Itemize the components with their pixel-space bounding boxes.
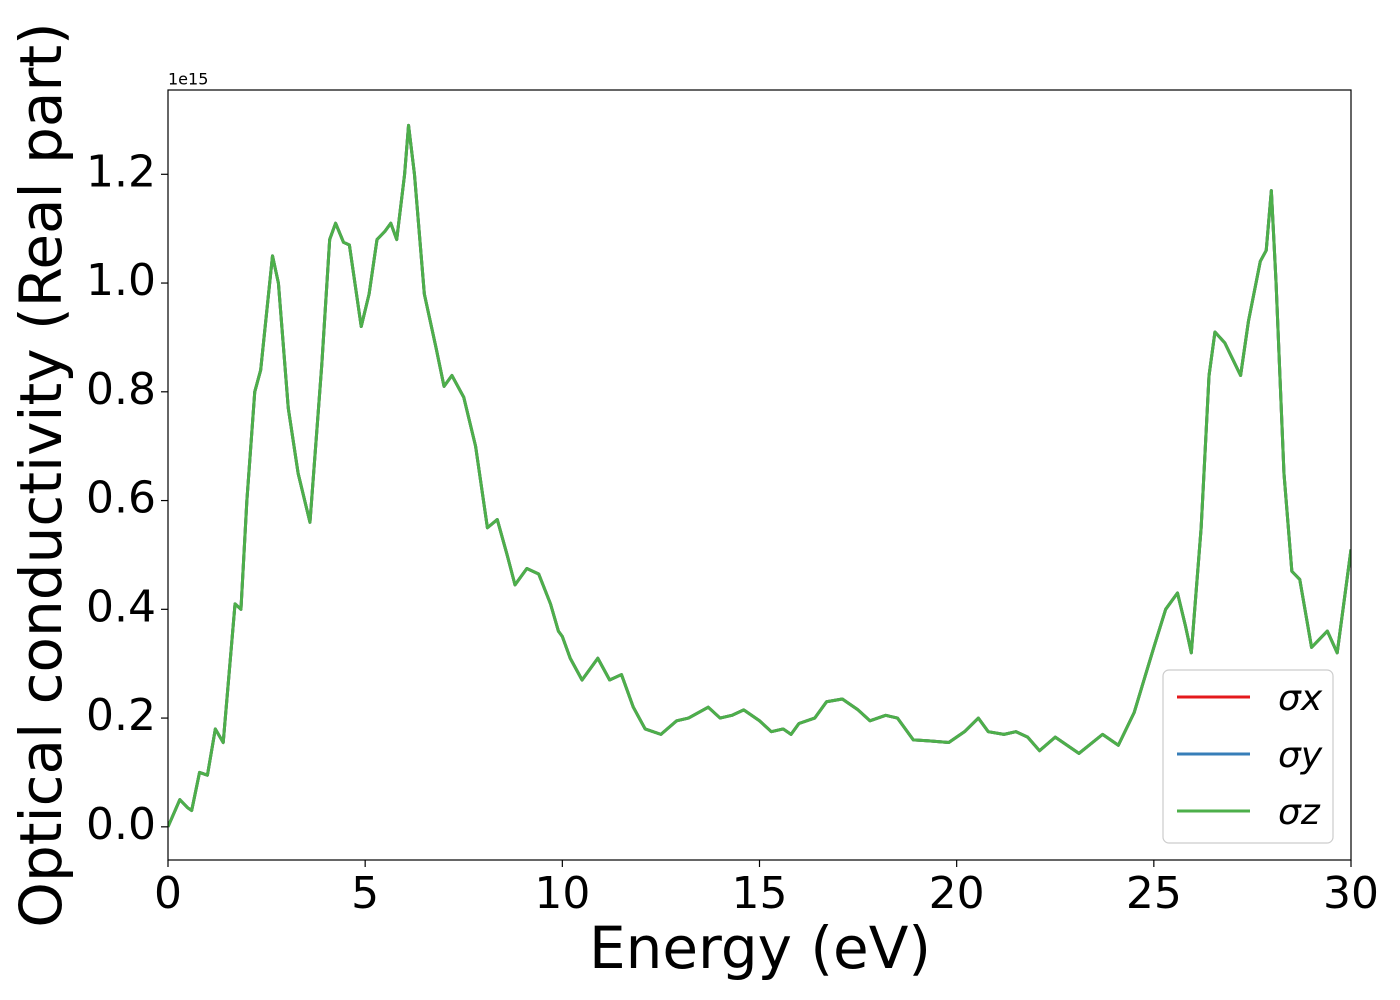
y-tick-label: 0.2 (86, 690, 156, 741)
y-tick-label: 1.2 (86, 146, 156, 197)
x-tick-label: 15 (732, 868, 788, 919)
y-offset-label: 1e15 (168, 70, 208, 89)
x-tick-label: 5 (351, 868, 379, 919)
legend-box (1162, 669, 1334, 844)
y-tick-label: 1.0 (86, 255, 156, 306)
plot-frame (167, 89, 1352, 861)
legend-label: σx (1278, 678, 1323, 719)
x-tick-label: 25 (1126, 868, 1182, 919)
legend-label: σz (1278, 792, 1321, 833)
x-tick-label: 30 (1323, 868, 1379, 919)
y-tick-label: 0.6 (86, 473, 156, 524)
x-tick-label: 20 (929, 868, 985, 919)
y-tick-label: 0.0 (86, 799, 156, 850)
plot-area (168, 123, 1351, 828)
y-tick-label: 0.8 (86, 364, 156, 415)
y-axis-label: Optical conductivity (Real part) (7, 22, 75, 927)
y-tick-label: 0.4 (86, 581, 156, 632)
x-tick-label: 0 (154, 868, 182, 919)
legend-label: σy (1278, 735, 1323, 776)
x-tick-label: 10 (534, 868, 590, 919)
x-axis-label: Energy (eV) (589, 914, 931, 982)
series-line (168, 123, 1351, 828)
